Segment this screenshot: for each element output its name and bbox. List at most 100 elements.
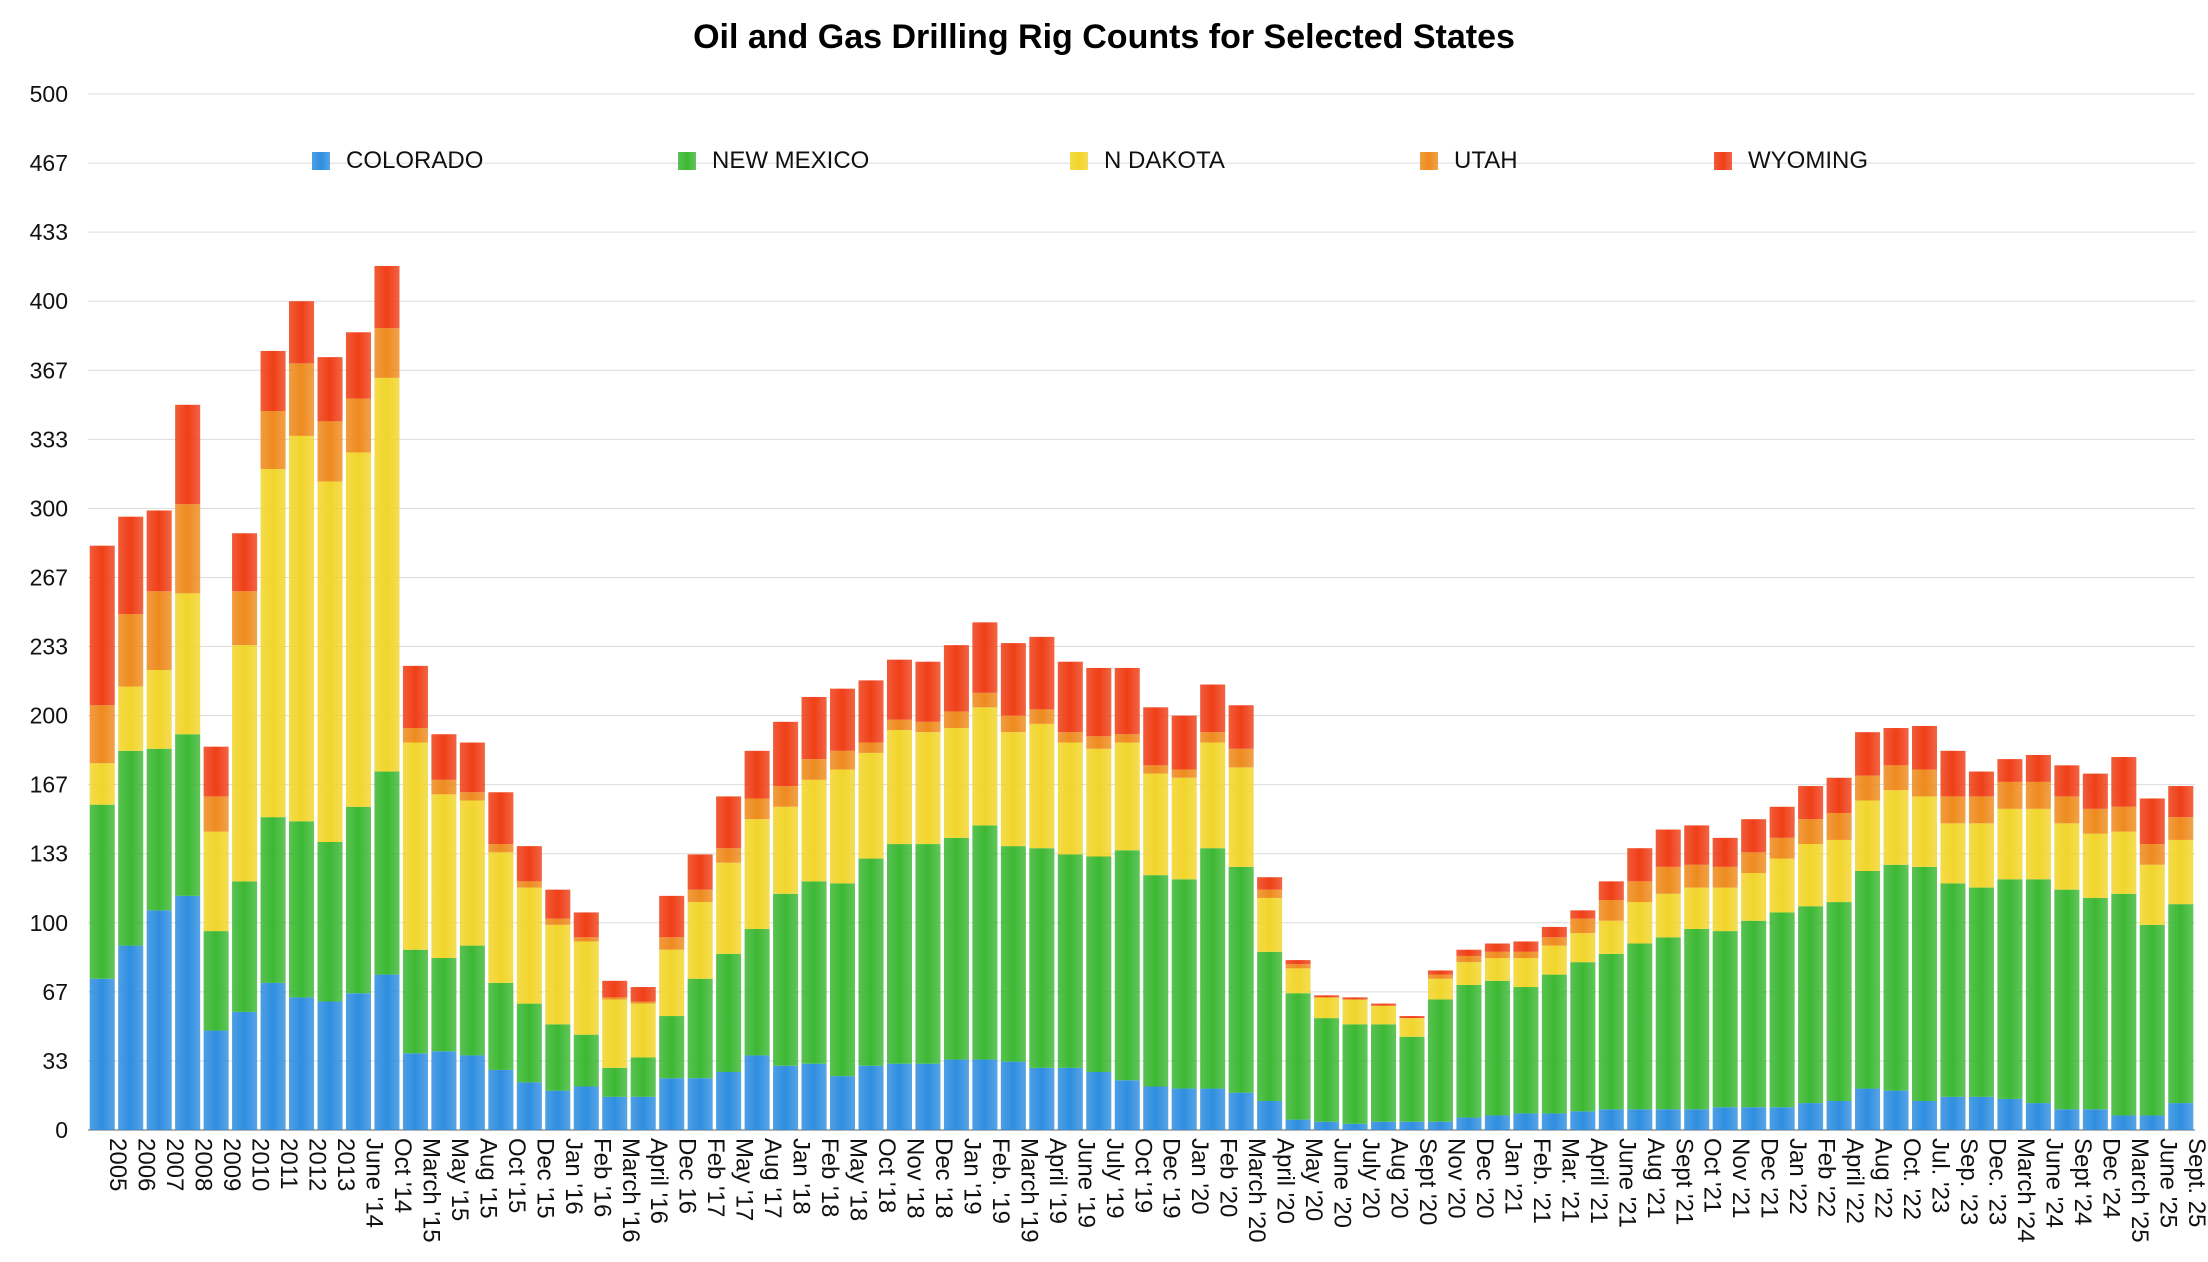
x-tick-label: Aug '21: [1642, 1138, 1669, 1219]
x-tick-label: Feb '17: [702, 1138, 729, 1217]
bar-segment-n-dakota: [2082, 833, 2108, 898]
bar-segment-colorado: [1427, 1121, 1453, 1130]
bar-segment-new-mexico: [573, 1034, 599, 1087]
bar-segment-wyoming: [1741, 819, 1767, 853]
bar-segment-wyoming: [1826, 777, 1852, 813]
bar-segment-wyoming: [1911, 725, 1938, 770]
bar-segment-utah: [2139, 844, 2165, 865]
y-tick-label: 367: [30, 357, 68, 383]
bar-segment-new-mexico: [2054, 889, 2080, 1110]
x-tick-label: April '21: [1585, 1138, 1612, 1224]
bar-segment-colorado: [1769, 1107, 1795, 1130]
bar-segment-new-mexico: [1655, 937, 1681, 1110]
x-tick-label: 2005: [104, 1138, 131, 1191]
bar-segment-n-dakota: [146, 670, 172, 749]
bar-segment-colorado: [1228, 1092, 1254, 1130]
bar-segment-wyoming: [1370, 1003, 1397, 1006]
bar-segment-n-dakota: [801, 779, 827, 882]
legend-label: NEW MEXICO: [712, 147, 869, 174]
bar-segment-utah: [1855, 775, 1881, 801]
x-tick-label: May '20: [1300, 1138, 1327, 1221]
x-tick-label: 2011: [275, 1138, 302, 1190]
legend-swatch: [312, 152, 330, 170]
bar-segment-wyoming: [118, 516, 144, 615]
bar-segment-colorado: [1968, 1096, 1994, 1130]
bar-segment-wyoming: [573, 912, 599, 938]
bar-segment-colorado: [1114, 1080, 1140, 1130]
x-tick-label: 2007: [161, 1138, 188, 1191]
bar-segment-colorado: [146, 910, 172, 1130]
bar-segment-n-dakota: [1684, 887, 1710, 930]
bar-segment-wyoming: [630, 987, 656, 1002]
bar-segment-n-dakota: [1570, 933, 1596, 963]
bar-segment-utah: [687, 889, 713, 903]
x-tick-label: Oct. '22: [1898, 1138, 1925, 1220]
bar-segment-wyoming: [1484, 943, 1510, 952]
bar-segment-wyoming: [89, 545, 115, 706]
bar-segment-utah: [573, 937, 599, 942]
bar-segment-colorado: [1997, 1098, 2023, 1130]
x-tick-label: 2006: [133, 1138, 160, 1191]
bar-segment-utah: [1655, 866, 1681, 894]
bar-segment-wyoming: [1399, 1016, 1425, 1019]
bar-segment-colorado: [886, 1063, 913, 1130]
bar-segment-utah: [175, 504, 201, 594]
x-tick-label: July '20: [1357, 1138, 1384, 1219]
x-tick-label: 2009: [218, 1138, 245, 1191]
bar-segment-n-dakota: [1541, 945, 1567, 975]
bar-segment-new-mexico: [1541, 974, 1567, 1114]
x-tick-label: Jan '18: [788, 1138, 815, 1215]
bar-segment-n-dakota: [1997, 808, 2023, 880]
bar-segment-wyoming: [1769, 806, 1795, 838]
bar-segment-wyoming: [1171, 715, 1197, 770]
bar-segment-wyoming: [1456, 949, 1482, 956]
bar-segment-colorado: [630, 1096, 656, 1130]
x-tick-label: Nov '21: [1727, 1138, 1754, 1219]
bar-segment-wyoming: [345, 332, 372, 399]
bar-segment-wyoming: [1968, 771, 1994, 797]
bar-segment-n-dakota: [1513, 958, 1539, 988]
bar-segment-new-mexico: [972, 825, 998, 1060]
bar-segment-utah: [943, 711, 969, 729]
bar-segment-new-mexico: [1427, 999, 1453, 1122]
y-tick-label: 300: [30, 495, 68, 521]
x-tick-label: 2012: [304, 1138, 331, 1191]
x-tick-label: Dec. '23: [1983, 1138, 2010, 1225]
bar-segment-wyoming: [146, 510, 172, 592]
bar-segment-wyoming: [431, 734, 457, 780]
bar-segment-n-dakota: [716, 862, 742, 954]
bar-segment-n-dakota: [1171, 777, 1197, 880]
bar-segment-colorado: [1456, 1117, 1482, 1130]
bar-segment-utah: [1883, 765, 1909, 791]
bar-segment-n-dakota: [1769, 858, 1795, 913]
x-tick-label: Feb '18: [816, 1138, 843, 1217]
x-tick-label: Sept '21: [1670, 1138, 1697, 1225]
x-tick-label: Feb '22: [1813, 1138, 1840, 1217]
x-tick-label: March '20: [1243, 1138, 1270, 1243]
bar-segment-n-dakota: [744, 819, 770, 930]
bar-segment-n-dakota: [1798, 844, 1824, 907]
legend-swatch: [1070, 152, 1088, 170]
bar-segment-n-dakota: [830, 769, 856, 884]
bar-segment-wyoming: [289, 301, 315, 364]
bar-segment-utah: [317, 421, 343, 482]
legend-label: WYOMING: [1748, 147, 1868, 174]
bar-segment-wyoming: [1200, 684, 1226, 733]
bar-segment-colorado: [2168, 1103, 2194, 1130]
bar-segment-n-dakota: [1086, 748, 1112, 857]
x-tick-label: April '16: [645, 1138, 672, 1224]
bar-segment-n-dakota: [573, 941, 599, 1035]
bar-segment-colorado: [858, 1065, 884, 1130]
bar-segment-n-dakota: [1883, 790, 1909, 865]
bar-segment-n-dakota: [175, 593, 201, 735]
x-tick-label: Dec '24: [2097, 1138, 2124, 1219]
bar-segment-new-mexico: [716, 953, 742, 1072]
bar-segment-n-dakota: [2168, 839, 2194, 905]
bar-segment-n-dakota: [1114, 742, 1140, 851]
x-tick-label: Sep. '23: [1955, 1138, 1982, 1225]
y-tick-label: 0: [55, 1117, 68, 1143]
bar-segment-colorado: [2082, 1109, 2108, 1130]
x-tick-label: April '22: [1841, 1138, 1868, 1224]
bar-segment-n-dakota: [1968, 823, 1994, 888]
bar-segment-colorado: [687, 1078, 713, 1130]
